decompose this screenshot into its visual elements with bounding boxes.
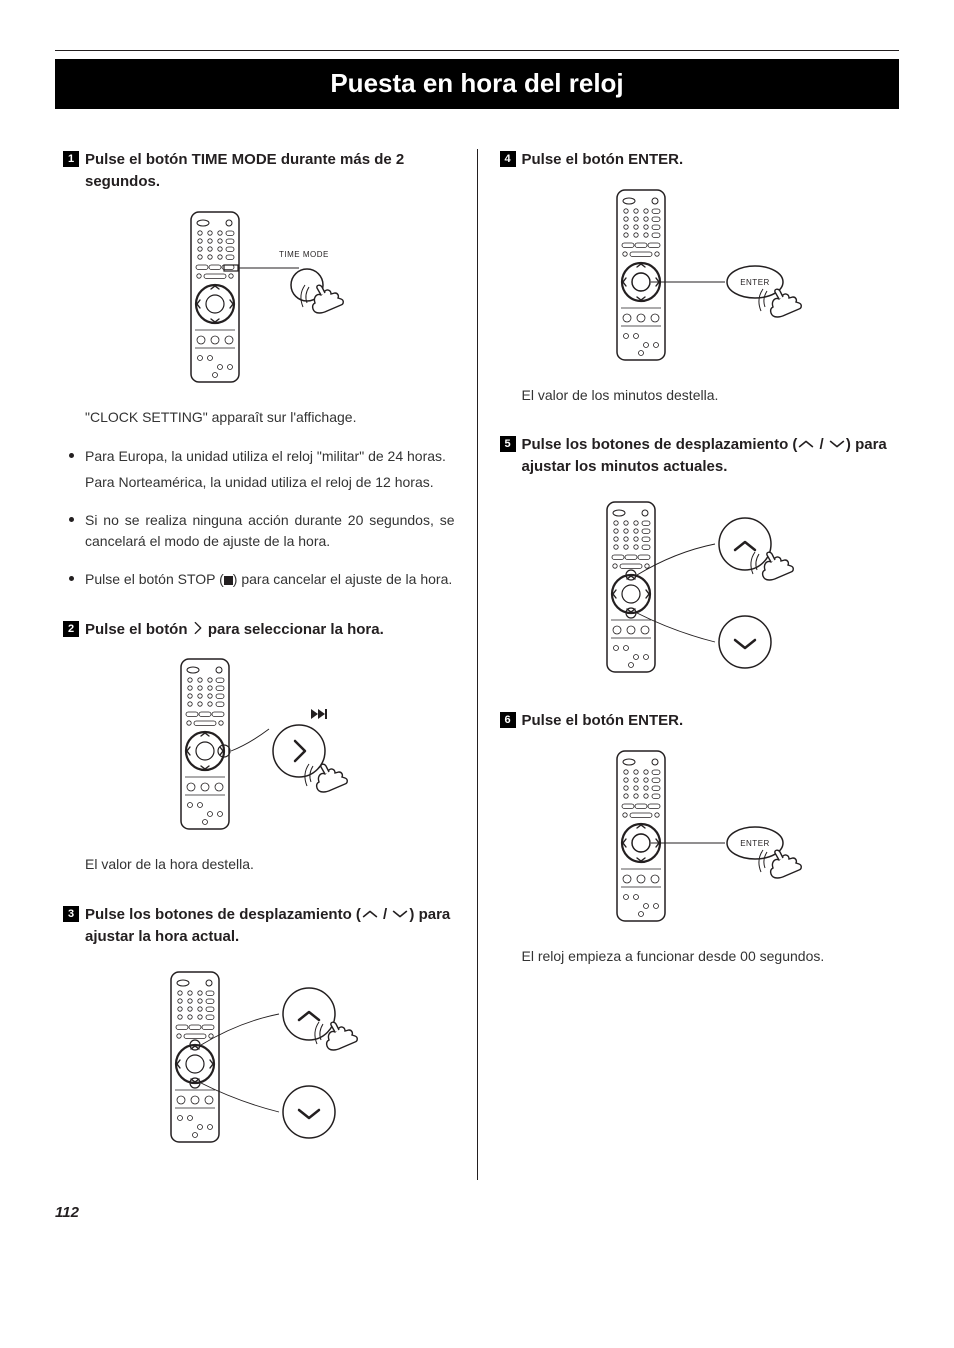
step-6-num: 6 — [500, 712, 516, 728]
step-4-figure: ENTER — [500, 185, 892, 365]
step-5-head: Pulse los botones de desplazamiento ( / … — [522, 434, 892, 478]
step-1-figure: TIME MODE — [63, 207, 455, 387]
step-5-figure — [500, 492, 892, 682]
step-2: 2 Pulse el botón para seleccionar la hor… — [63, 619, 455, 876]
step-3-figure — [63, 962, 455, 1152]
page-number: 112 — [55, 1204, 899, 1221]
step-2-num: 2 — [63, 621, 79, 637]
page-title-bar: Puesta en hora del reloj — [55, 59, 899, 109]
step-6-caption: El reloj empieza a funcionar desde 00 se… — [522, 946, 892, 968]
step-4: 4 Pulse el botón ENTER. ENTER El valor d… — [500, 149, 892, 406]
step-6-figure: ENTER — [500, 746, 892, 926]
step-1-num: 1 — [63, 151, 79, 167]
step-3-head: Pulse los botones de desplazamiento ( / … — [85, 904, 455, 948]
step-4-num: 4 — [500, 151, 516, 167]
step-5-num: 5 — [500, 436, 516, 452]
step-4-head: Pulse el botón ENTER. — [522, 149, 892, 171]
time-mode-label: TIME MODE — [279, 250, 329, 259]
enter-label-4: ENTER — [740, 278, 770, 287]
step-1-head: Pulse el botón TIME MODE durante más de … — [85, 149, 455, 193]
step-4-caption: El valor de los minutos destella. — [522, 385, 892, 407]
step-1: 1 Pulse el botón TIME MODE durante más d… — [63, 149, 455, 591]
step-2-caption: El valor de la hora destella. — [85, 854, 455, 876]
top-rule — [55, 50, 899, 51]
stop-icon — [224, 576, 233, 585]
step-5: 5 Pulse los botones de desplazamiento ( … — [500, 434, 892, 682]
step-2-head: Pulse el botón para seleccionar la hora. — [85, 619, 455, 641]
step-3: 3 Pulse los botones de desplazamiento ( … — [63, 904, 455, 1152]
step-3-num: 3 — [63, 906, 79, 922]
step-6: 6 Pulse el botón ENTER. ENTER El reloj e… — [500, 710, 892, 967]
step-2-figure — [63, 654, 455, 834]
content-columns: 1 Pulse el botón TIME MODE durante más d… — [55, 149, 899, 1180]
bullet-europe: Para Europa, la unidad utiliza el reloj … — [63, 446, 455, 493]
left-column: 1 Pulse el botón TIME MODE durante más d… — [55, 149, 477, 1180]
step-1-caption: "CLOCK SETTING" apparaît sur l'affichage… — [85, 407, 455, 429]
step-6-head: Pulse el botón ENTER. — [522, 710, 892, 732]
bullet-timeout: Si no se realiza ninguna acción durante … — [63, 510, 455, 553]
right-column: 4 Pulse el botón ENTER. ENTER El valor d… — [477, 149, 900, 1180]
step-1-bullets: Para Europa, la unidad utiliza el reloj … — [63, 446, 455, 590]
bullet-stop: Pulse el botón STOP () para cancelar el … — [63, 569, 455, 591]
enter-label-6: ENTER — [740, 839, 770, 848]
